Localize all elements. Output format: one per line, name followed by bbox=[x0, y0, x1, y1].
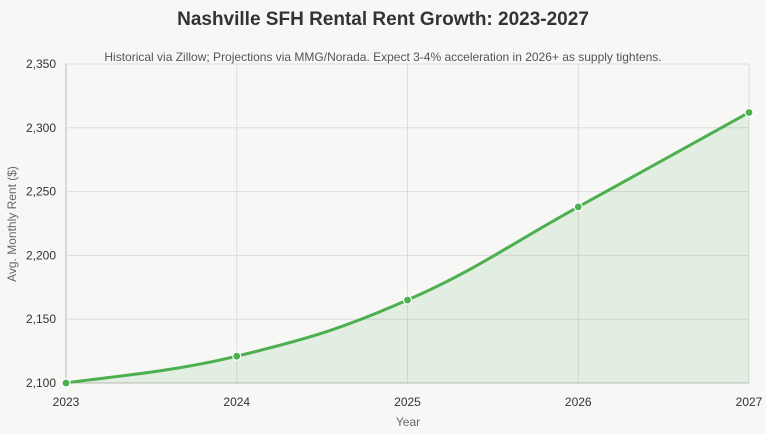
x-tick-label: 2027 bbox=[736, 395, 763, 409]
data-point-2026[interactable] bbox=[573, 202, 583, 212]
area-fill-layer bbox=[66, 112, 749, 383]
data-point-2027[interactable] bbox=[744, 107, 754, 118]
data-point-2023[interactable] bbox=[61, 378, 71, 388]
x-tick-label: 2025 bbox=[394, 395, 421, 409]
x-axis-ticks: 2023 2024 2025 2026 2027 bbox=[53, 395, 763, 409]
x-tick-label: 2024 bbox=[223, 395, 250, 409]
y-tick-label: 2,150 bbox=[26, 312, 56, 326]
series-area-fill bbox=[66, 112, 749, 383]
y-axis-ticks: 2,100 2,150 2,200 2,250 2,300 2,350 bbox=[26, 57, 56, 390]
y-axis-label: Avg. Monthly Rent ($) bbox=[5, 166, 19, 282]
y-tick-label: 2,200 bbox=[26, 248, 56, 262]
grid-lines bbox=[65, 63, 750, 384]
data-points-layer bbox=[61, 107, 754, 388]
x-axis-label: Year bbox=[396, 415, 420, 429]
y-tick-label: 2,250 bbox=[26, 185, 56, 199]
chart-subtitle: Historical via Zillow; Projections via M… bbox=[104, 50, 661, 64]
y-tick-label: 2,350 bbox=[26, 57, 56, 71]
x-tick-label: 2026 bbox=[565, 395, 592, 409]
y-tick-label: 2,100 bbox=[26, 376, 56, 390]
data-point-2025[interactable] bbox=[402, 295, 413, 305]
y-tick-label: 2,300 bbox=[26, 121, 56, 135]
x-tick-label: 2023 bbox=[53, 395, 80, 409]
data-point-2024[interactable] bbox=[232, 351, 242, 361]
chart-title: Nashville SFH Rental Rent Growth: 2023-2… bbox=[177, 9, 589, 30]
